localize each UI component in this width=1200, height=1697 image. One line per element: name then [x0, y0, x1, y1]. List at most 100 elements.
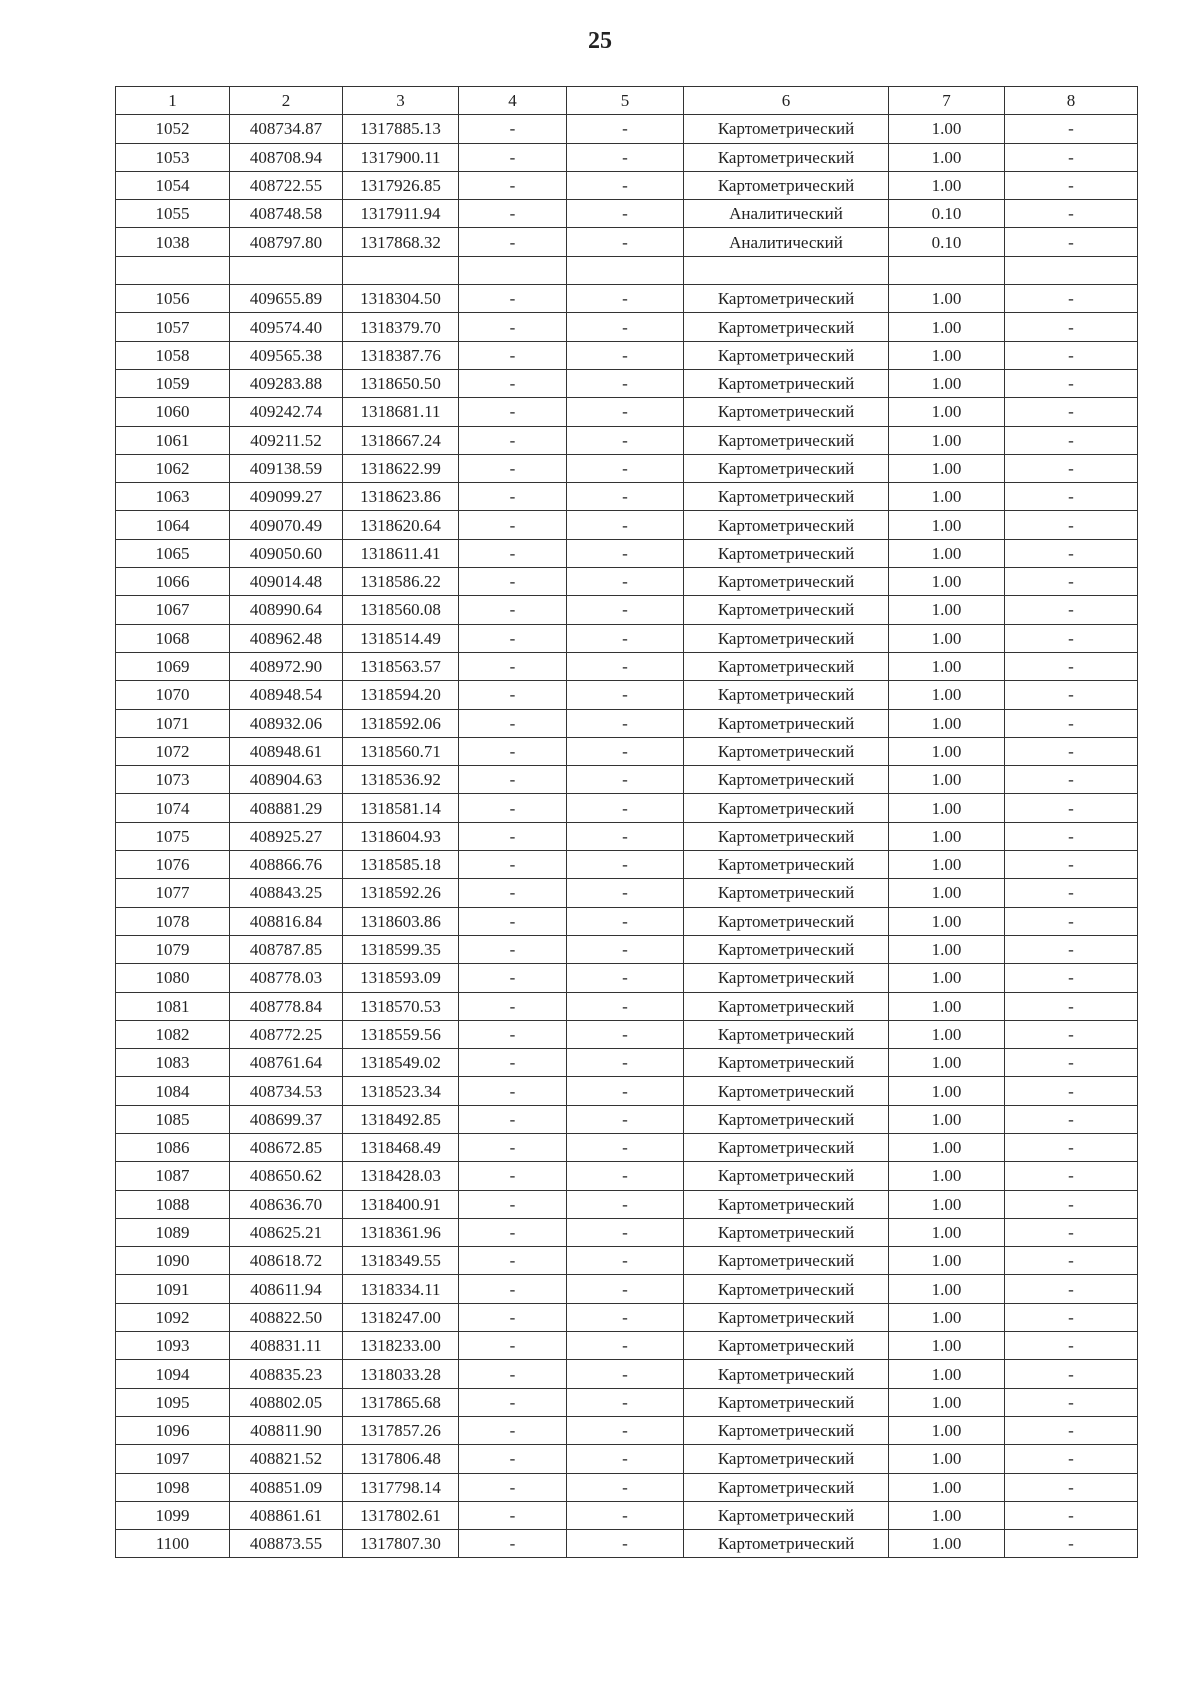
table-cell: 1.00 — [888, 312, 1005, 342]
table-cell: - — [1004, 1500, 1138, 1531]
table-cell: 1317885.13 — [342, 114, 459, 144]
table-row: 1077 408843.25 1318592.26- - Картометрически… — [115, 878, 1138, 908]
table-cell: 1096 — [115, 1415, 230, 1446]
table-cell: - — [1004, 708, 1138, 738]
table-row: 1073 408904.63 1318536.92- - Картометрически… — [115, 765, 1138, 795]
table-cell: Картометрический — [683, 397, 889, 427]
column-header: 1 — [115, 85, 230, 116]
table-cell: - — [566, 1217, 684, 1248]
table-cell: - — [1004, 284, 1138, 314]
table-cell: - — [1004, 680, 1138, 710]
table-row: 1062 409138.59 1318622.99- - Картометрически… — [115, 453, 1138, 484]
table-cell: 1318233.00 — [342, 1331, 459, 1361]
table-cell: 408835.23 — [229, 1359, 343, 1389]
table-cell: 1318400.91 — [342, 1189, 459, 1219]
table-cell: - — [566, 340, 684, 370]
table-cell: - — [1004, 482, 1138, 512]
table-cell: 1318514.49 — [342, 623, 459, 653]
table-cell: - — [458, 963, 567, 993]
table-cell: - — [566, 312, 684, 342]
table-cell: - — [1004, 623, 1138, 653]
table-cell: - — [566, 397, 684, 427]
table-cell: Картометрический — [683, 708, 889, 738]
table-cell: Картометрический — [683, 142, 889, 172]
table-cell: - — [566, 1302, 684, 1333]
table-cell: 1.00 — [888, 1331, 1005, 1361]
table-cell: - — [458, 934, 567, 965]
table-cell: - — [566, 1019, 684, 1050]
table-cell: - — [566, 114, 684, 144]
table-cell: 408925.27 — [229, 821, 343, 852]
table-cell: - — [458, 1104, 567, 1134]
table-cell: Картометрический — [683, 1019, 889, 1050]
table-cell: Картометрический — [683, 1444, 889, 1474]
table-cell: - — [458, 1331, 567, 1361]
table-cell: - — [566, 567, 684, 597]
table-cell: 1.00 — [888, 1161, 1005, 1191]
table-cell: 408636.70 — [229, 1189, 343, 1219]
table-cell: Картометрический — [683, 1472, 889, 1502]
table-cell: - — [458, 1359, 567, 1389]
table-cell: 1317857.26 — [342, 1415, 459, 1446]
table-cell: 1056 — [115, 284, 230, 314]
table-cell: - — [458, 538, 567, 569]
table-cell: - — [1004, 1274, 1138, 1304]
table-cell: 1074 — [115, 793, 230, 823]
table-cell: 1038 — [115, 227, 230, 257]
table-row: 1079 408787.85 1318599.35- - Картометрически… — [115, 934, 1138, 965]
table-row: 1069 408972.90 1318563.57- - Картометрически… — [115, 651, 1138, 682]
table-cell: 1.00 — [888, 1048, 1005, 1078]
table-cell: - — [458, 991, 567, 1021]
table-cell: 1085 — [115, 1104, 230, 1134]
table-cell: 1.00 — [888, 538, 1005, 569]
table-cell: Картометрический — [683, 170, 889, 201]
table-cell: - — [566, 227, 684, 257]
table-cell: - — [1004, 1387, 1138, 1417]
table-cell: - — [458, 284, 567, 314]
table-cell: 408797.80 — [229, 227, 343, 257]
table-cell: - — [1004, 425, 1138, 455]
table-cell: Картометрический — [683, 1048, 889, 1078]
table-cell: 1318599.35 — [342, 934, 459, 965]
table-cell: 1318594.20 — [342, 680, 459, 710]
table-cell: 1.00 — [888, 1104, 1005, 1134]
table-cell: - — [458, 1500, 567, 1531]
table-cell: - — [1004, 368, 1138, 399]
table-cell: - — [566, 1048, 684, 1078]
table-cell: 1318611.41 — [342, 538, 459, 569]
table-cell: 408962.48 — [229, 623, 343, 653]
table-row: 1068 408962.48 1318514.49- - Картометрически… — [115, 623, 1138, 653]
table-cell: - — [566, 1500, 684, 1531]
table-cell: - — [458, 142, 567, 172]
table-cell: 408811.90 — [229, 1415, 343, 1446]
table-cell: 1076 — [115, 850, 230, 880]
table-cell: 1089 — [115, 1217, 230, 1248]
table-cell: Картометрический — [683, 1189, 889, 1219]
table-cell: Картометрический — [683, 736, 889, 767]
table-cell: 1.00 — [888, 142, 1005, 172]
table-cell: - — [1004, 114, 1138, 144]
table-row: 1064 409070.49 1318620.64- - Картометрически… — [115, 510, 1138, 540]
table-cell: - — [1004, 199, 1138, 229]
table-cell: - — [566, 1246, 684, 1276]
coordinates-table: 1 2 3 4 5 6 7 8 1052 408734.87 1317885.13- - Картоме… — [115, 85, 1138, 1559]
table-cell: - — [458, 850, 567, 880]
table-cell: 1318033.28 — [342, 1359, 459, 1389]
table-cell: 408873.55 — [229, 1529, 343, 1559]
table-cell: 1053 — [115, 142, 230, 172]
table-cell: 408772.25 — [229, 1019, 343, 1050]
table-cell: - — [458, 170, 567, 201]
table-cell: 1318349.55 — [342, 1246, 459, 1276]
table-cell: Картометрический — [683, 1302, 889, 1333]
table-row: 1076 408866.76 1318585.18- - Картометрически… — [115, 850, 1138, 880]
table-cell: 408861.61 — [229, 1500, 343, 1531]
table-cell: 1.00 — [888, 1500, 1005, 1531]
table-cell: Картометрический — [683, 1104, 889, 1134]
table-cell: 1318334.11 — [342, 1274, 459, 1304]
table-cell: 1088 — [115, 1189, 230, 1219]
table-cell: - — [458, 510, 567, 540]
table-row: 1038 408797.80 1317868.32- - Аналитический 0.… — [115, 227, 1138, 257]
table-cell: 1.00 — [888, 567, 1005, 597]
table-row: 1085 408699.37 1318492.85- - Картометрически… — [115, 1104, 1138, 1134]
table-cell: - — [566, 934, 684, 965]
